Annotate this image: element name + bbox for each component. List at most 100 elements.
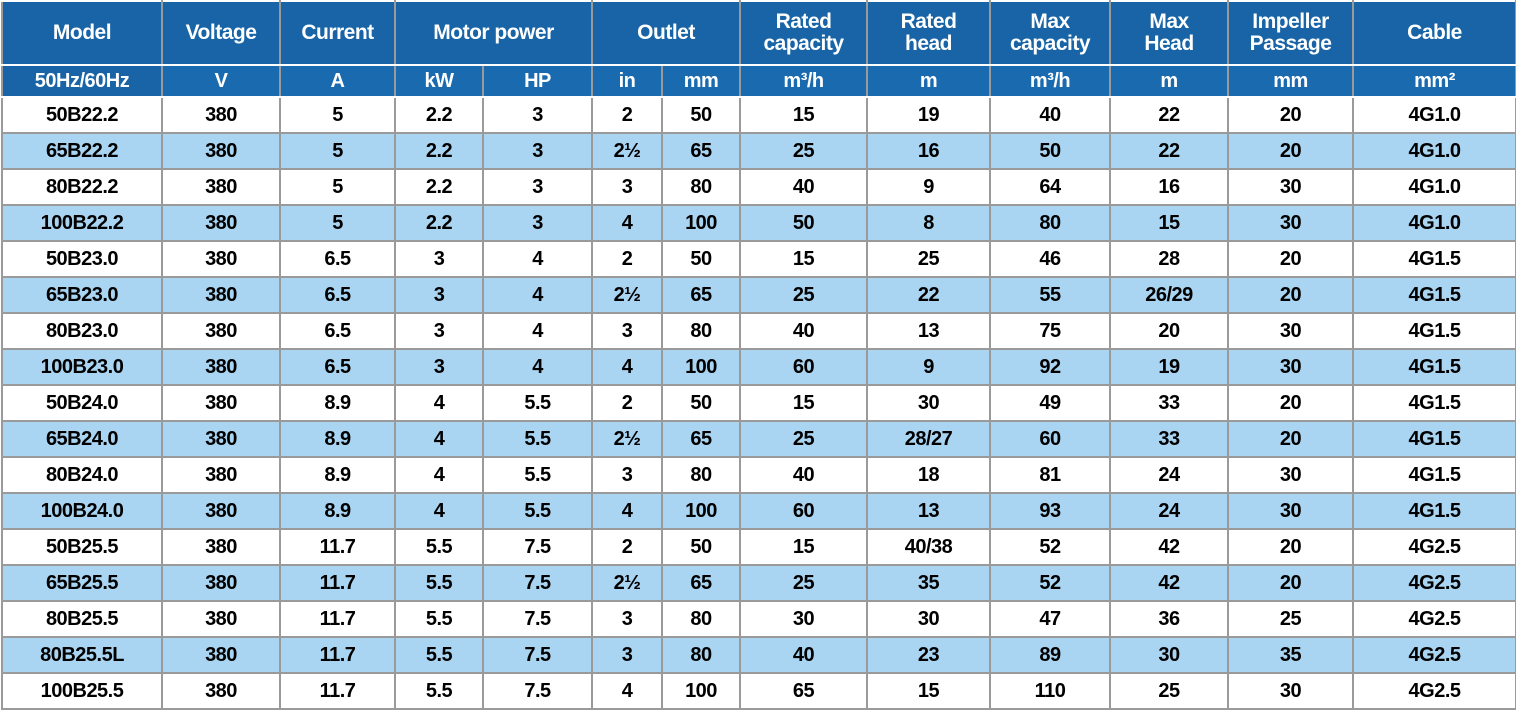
table-cell: 20 [1227,384,1355,422]
table-cell: 33 [1109,384,1230,422]
table-cell: 16 [866,132,992,170]
table-cell: 2 [591,384,663,422]
table-cell: 30 [739,600,869,638]
table-cell: 380 [161,600,281,638]
table-cell: 75 [989,312,1112,350]
table-row: 50B25.5 380 11.7 5.5 7.5 2 50 15 40/38 52 42 20 4G2.… [1,528,1516,566]
table-cell: 60 [739,348,869,386]
unit-header: mm [660,64,742,98]
table-cell: 30 [1227,348,1355,386]
table-cell: 9 [866,348,992,386]
table-cell: 6.5 [279,276,396,314]
table-cell: 100B24.0 [1,492,163,530]
table-cell: 3 [394,276,484,314]
table-cell: 50 [660,528,742,566]
column-header: Rated head [866,0,992,66]
table-cell: 5.5 [482,492,593,530]
table-cell: 100B22.2 [1,204,163,242]
table-cell: 92 [989,348,1112,386]
unit-header: V [161,64,281,98]
table-cell: 5 [279,132,396,170]
table-cell: 80B25.5L [1,636,163,674]
table-cell: 49 [989,384,1112,422]
table-cell: 100B25.5 [1,672,163,710]
table-cell: 4 [482,240,593,278]
table-cell: 25 [739,132,869,170]
table-cell: 380 [161,492,281,530]
table-cell: 4G1.5 [1352,456,1516,494]
table-cell: 4 [482,348,593,386]
table-cell: 380 [161,456,281,494]
column-header: Max capacity [989,0,1112,66]
table-cell: 3 [591,636,663,674]
table-cell: 8 [866,204,992,242]
table-cell: 13 [866,492,992,530]
table-cell: 80B25.5 [1,600,163,638]
table-cell: 50B24.0 [1,384,163,422]
table-cell: 4 [591,672,663,710]
table-cell: 50 [989,132,1112,170]
table-row: 80B25.5 380 11.7 5.5 7.5 3 80 30 30 47 36 25 4G2.5 [1,600,1516,638]
table-cell: 2.2 [394,204,484,242]
table-cell: 65B25.5 [1,564,163,602]
table-cell: 65 [660,420,742,458]
column-header: Rated capacity [739,0,869,66]
table-cell: 5 [279,168,396,206]
table-cell: 40/38 [866,528,992,566]
table-cell: 2 [591,528,663,566]
table-cell: 4G1.5 [1352,240,1516,278]
column-header: Max Head [1109,0,1230,66]
table-cell: 4G1.5 [1352,348,1516,386]
table-cell: 4 [394,420,484,458]
column-header: Current [279,0,396,66]
table-row: 50B22.2 380 5 2.2 3 2 50 15 19 40 22 20 4G1.0 [1,96,1516,134]
unit-header: 50Hz/60Hz [1,64,163,98]
table-cell: 5.5 [482,420,593,458]
table-cell: 11.7 [279,636,396,674]
table-cell: 89 [989,636,1112,674]
table-cell: 7.5 [482,636,593,674]
table-cell: 2.2 [394,168,484,206]
table-cell: 80B24.0 [1,456,163,494]
table-cell: 4G1.5 [1352,384,1516,422]
table-cell: 2 [591,96,663,134]
table-cell: 11.7 [279,528,396,566]
table-cell: 46 [989,240,1112,278]
table-cell: 20 [1227,420,1355,458]
table-cell: 380 [161,312,281,350]
table-cell: 4G1.5 [1352,276,1516,314]
table-cell: 3 [591,168,663,206]
table-cell: 80 [660,312,742,350]
table-cell: 20 [1227,96,1355,134]
table-cell: 36 [1109,600,1230,638]
table-cell: 4 [394,456,484,494]
table-cell: 5.5 [394,528,484,566]
table-cell: 380 [161,672,281,710]
column-header: Impeller Passage [1227,0,1355,66]
table-cell: 4 [591,348,663,386]
table-cell: 4G1.0 [1352,96,1516,134]
table-row: 100B25.5 380 11.7 5.5 7.5 4 100 65 15 110 25 30 4G2.… [1,672,1516,710]
table-cell: 15 [1109,204,1230,242]
table-cell: 4 [591,204,663,242]
table-cell: 380 [161,564,281,602]
table-cell: 80B22.2 [1,168,163,206]
table-cell: 3 [482,168,593,206]
table-cell: 33 [1109,420,1230,458]
table-cell: 380 [161,96,281,134]
table-cell: 52 [989,564,1112,602]
table-cell: 24 [1109,456,1230,494]
table-cell: 42 [1109,564,1230,602]
table-cell: 20 [1227,564,1355,602]
table-cell: 380 [161,276,281,314]
table-cell: 4 [482,276,593,314]
table-cell: 4G2.5 [1352,636,1516,674]
table-cell: 4G1.5 [1352,492,1516,530]
table-cell: 5 [279,96,396,134]
table-cell: 50B22.2 [1,96,163,134]
table-cell: 25 [1227,600,1355,638]
table-row: 65B22.2 380 5 2.2 3 2½ 65 25 16 50 22 20 4G1.0 [1,132,1516,170]
table-cell: 5.5 [394,600,484,638]
